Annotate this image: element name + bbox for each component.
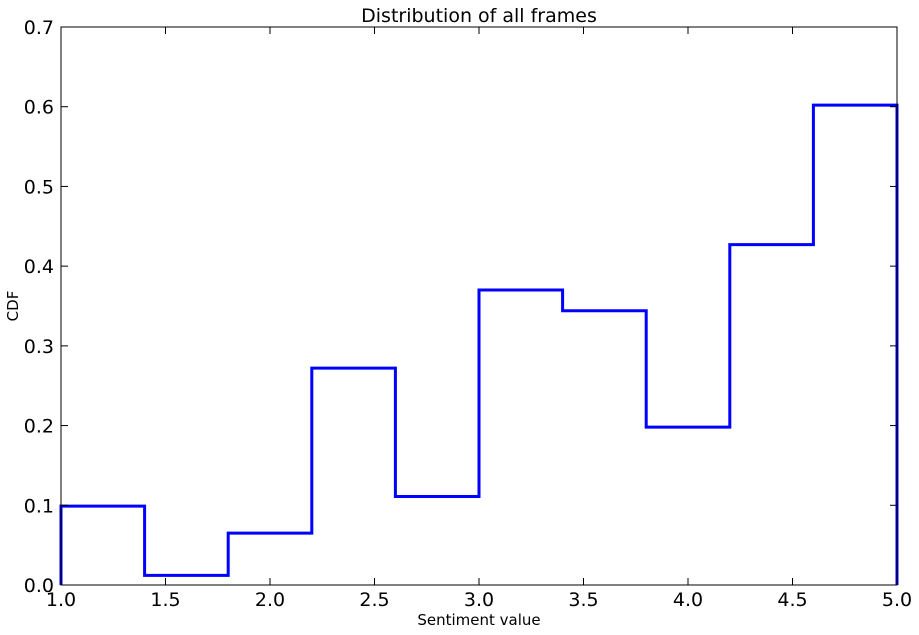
y-tick-label: 0.1 [24,495,54,517]
series-line-0 [59,103,899,585]
x-axis-label: Sentiment value [417,611,540,629]
chart-title: Distribution of all frames [361,5,597,27]
x-tick-label: 3.5 [568,589,598,611]
x-tick-label: 1.5 [150,589,180,611]
x-tick-label: 3.0 [464,589,494,611]
x-tick-label: 4.0 [673,589,703,611]
y-tick-label: 0.4 [24,256,54,278]
y-tick-label: 0.2 [24,416,54,438]
x-tick-label: 5.0 [882,589,912,611]
y-tick-label: 0.6 [24,97,54,119]
x-tick-label: 2.5 [359,589,389,611]
y-axis-label: CDF [4,291,22,322]
x-axis-ticks: 1.0 1.5 2.0 2.5 3.0 3.5 4.0 4.5 5.0 [46,27,912,611]
y-axis-ticks: 0.0 0.1 0.2 0.3 0.4 0.5 0.6 0.7 [24,17,897,597]
x-tick-label: 4.5 [777,589,807,611]
x-tick-label: 1.0 [46,589,76,611]
plot-area [59,26,899,586]
y-tick-label: 0.3 [24,336,54,358]
y-tick-label: 0.7 [24,17,54,39]
x-tick-label: 2.0 [255,589,285,611]
y-tick-label: 0.0 [24,575,54,597]
y-tick-label: 0.5 [24,176,54,198]
